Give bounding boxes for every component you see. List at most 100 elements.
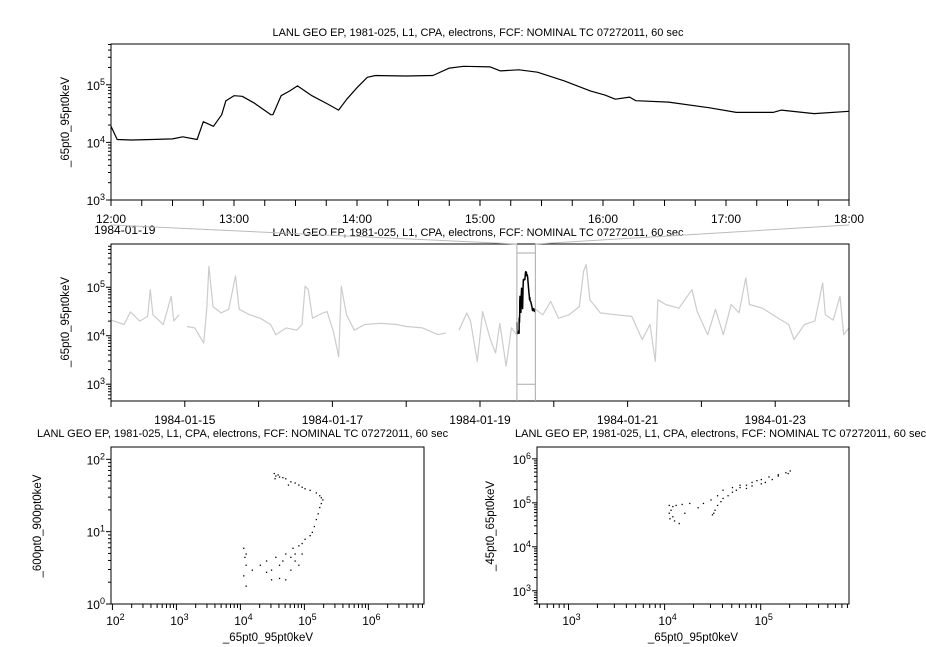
middle-background-series-line — [110, 289, 180, 326]
bottom-right-y-tick-label: 106 — [513, 451, 531, 467]
middle-y-tick-label: 103 — [87, 376, 105, 392]
bottom-right-y-tick-label: 103 — [513, 583, 531, 599]
bottom-right-scatter-point — [716, 495, 719, 497]
zoom-connector-right — [535, 224, 850, 245]
bottom-right-scatter-point — [689, 502, 691, 505]
bottom-left-scatter-point — [278, 564, 281, 566]
bottom-left-scatter-point — [245, 564, 247, 566]
zoom-connector-left — [110, 224, 517, 245]
bottom-left-scatter-point — [304, 488, 306, 490]
bottom-right-scatter-point — [702, 502, 705, 505]
bottom-right-scatter-point — [668, 512, 670, 514]
bottom-right-scatter-point — [668, 504, 670, 507]
bottom-right-scatter-point — [735, 489, 737, 491]
middle-x-tick-label: 1984-01-17 — [302, 413, 364, 427]
middle-x-tick-label: 1984-01-15 — [154, 413, 216, 427]
bottom-left-scatter-point — [315, 492, 317, 494]
bottom-left-x-tick-label: 106 — [362, 612, 380, 628]
bottom-right-scatter-point — [777, 474, 779, 476]
top-plot-frame — [110, 43, 850, 201]
bottom-right-scatter-point — [713, 512, 715, 514]
bottom-left-scatter-point — [304, 538, 306, 540]
bottom-right-panel-title: LANL GEO EP, 1981-025, L1, CPA, electron… — [515, 428, 926, 440]
bottom-right-y-tick-label: 104 — [513, 539, 531, 555]
bottom-left-x-tick-label: 103 — [170, 612, 188, 628]
top-series-line — [110, 65, 850, 141]
bottom-left-scatter-point — [282, 560, 284, 562]
bottom-right-scatter-point — [739, 486, 741, 489]
bottom-left-scatter-point — [319, 506, 321, 509]
bottom-left-scatter-point — [320, 497, 322, 499]
bottom-right-scatter-point — [672, 516, 674, 518]
top-y-tick-label: 103 — [87, 192, 105, 208]
bottom-left-scatter-point — [273, 472, 275, 475]
bottom-right-scatter-point — [675, 504, 677, 507]
bottom-left-x-tick-label: 105 — [298, 612, 316, 628]
bottom-left-y-tick-label: 102 — [87, 451, 105, 467]
bottom-left-scatter-point — [301, 542, 303, 545]
bottom-left-scatter-point — [290, 481, 292, 483]
middle-x-tick-label: 1984-01-19 — [449, 413, 511, 427]
top-x-tick-label: 12:00 — [96, 212, 126, 226]
bottom-left-scatter-point — [319, 495, 321, 497]
bottom-right-scatter-point — [681, 503, 683, 506]
bottom-right-x-tick-label: 104 — [658, 612, 676, 628]
bottom-left-scatter-point — [275, 556, 277, 558]
middle-x-tick-label: 1984-01-23 — [745, 413, 807, 427]
top-x-tick-label: 16:00 — [588, 212, 618, 226]
bottom-left-scatter-point — [243, 547, 245, 549]
bottom-left-scatter-point — [243, 575, 245, 577]
middle-panel-title: LANL GEO EP, 1981-025, L1, CPA, electron… — [272, 227, 684, 239]
bottom-right-scatter-point — [768, 476, 770, 478]
bottom-right-scatter-point — [751, 485, 753, 487]
bottom-left-scatter-point — [311, 531, 313, 533]
top-x-tick-label: 17:00 — [711, 212, 741, 226]
bottom-right-scatter-point — [670, 509, 672, 511]
bottom-right-scatter-point — [722, 489, 724, 491]
bottom-right-scatter-point — [673, 520, 676, 522]
bottom-left-scatter-point — [292, 547, 294, 549]
bottom-left-x-tick-label: 102 — [106, 612, 124, 628]
bottom-right-plot-frame — [536, 446, 850, 605]
bottom-right-scatter-point — [739, 484, 741, 486]
bottom-right-scatter-point — [678, 522, 680, 525]
bottom-left-scatter-point — [313, 525, 315, 528]
bottom-right-scatter-point — [760, 483, 762, 485]
bottom-right-scatter-point — [756, 480, 758, 482]
bottom-left-scatter-point — [251, 569, 253, 571]
middle-background-series-line — [186, 265, 447, 358]
bottom-left-scatter-point — [275, 475, 277, 477]
bottom-left-scatter-point — [265, 571, 268, 573]
bottom-right-scatter-point — [669, 518, 671, 520]
bottom-left-scatter-point — [315, 518, 317, 521]
bottom-left-scatter-point — [322, 499, 324, 501]
bottom-left-scatter-point — [309, 535, 311, 537]
bottom-left-scatter-point — [270, 579, 273, 581]
bottom-right-scatter-point — [760, 478, 762, 481]
bottom-left-scatter-point — [277, 474, 279, 476]
bottom-right-scatter-point — [789, 470, 791, 472]
middle-y-tick-label: 104 — [87, 328, 105, 344]
top-y-axis-label: _65pt0_95pt0keV — [60, 77, 72, 168]
middle-y-axis-label: _65pt0_95pt0keV — [60, 277, 72, 368]
bottom-right-scatter-point — [751, 481, 753, 484]
bottom-right-y-tick-label: 105 — [513, 495, 531, 511]
bottom-left-scatter-point — [294, 560, 296, 562]
bottom-left-scatter-point — [301, 486, 303, 488]
bottom-left-x-tick-label: 104 — [234, 612, 252, 628]
bottom-left-scatter-point — [270, 569, 273, 571]
middle-y-tick-label: 105 — [87, 279, 105, 295]
bottom-left-scatter-point — [294, 482, 296, 484]
bottom-right-scatter-point — [722, 497, 724, 500]
bottom-right-scatter-point — [727, 495, 729, 497]
bottom-left-scatter-point — [274, 478, 276, 480]
bottom-left-x-axis-label: _65pt0_95pt0keV — [222, 632, 313, 644]
middle-plot-frame — [110, 243, 850, 402]
middle-background-series-line — [535, 263, 850, 362]
bottom-left-y-tick-label: 101 — [87, 524, 105, 540]
bottom-right-scatter-point — [745, 484, 748, 486]
bottom-left-scatter-point — [278, 476, 281, 478]
bottom-right-scatter-point — [771, 478, 773, 481]
bottom-right-scatter-point — [764, 481, 766, 484]
